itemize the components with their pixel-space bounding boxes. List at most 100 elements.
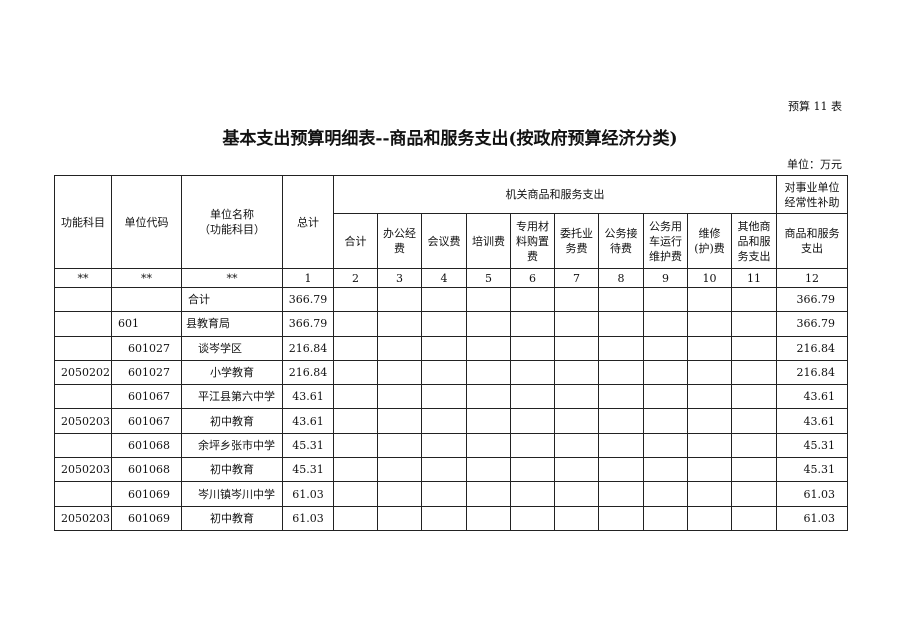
cell-empty xyxy=(421,359,467,386)
cell-empty xyxy=(333,359,378,386)
cell-empty xyxy=(643,505,688,531)
table-row: 601027 谈岑学区 216.84 216.84 xyxy=(54,335,848,361)
cell-empty xyxy=(643,335,688,361)
cell-code: 601027 xyxy=(111,359,182,386)
cell-code: 601067 xyxy=(111,384,182,410)
cell-empty xyxy=(421,286,467,313)
cell-name: 小学教育 xyxy=(181,359,283,386)
table-row: 2050203 601069 初中教育 61.03 61.03 xyxy=(54,505,848,531)
table-row: 2050202 601027 小学教育 216.84 216.84 xyxy=(54,359,848,386)
cell-c12: 43.61 xyxy=(776,408,848,434)
cell-empty xyxy=(377,311,422,337)
cell-func: 2050203 xyxy=(54,457,112,483)
cell-empty xyxy=(466,481,511,507)
cell-empty xyxy=(333,286,378,313)
cell-total: 43.61 xyxy=(282,408,334,434)
cell-empty xyxy=(731,457,777,483)
cell-empty xyxy=(377,359,422,386)
column-index: 12 xyxy=(776,268,848,288)
cell-empty xyxy=(598,335,644,361)
cell-empty xyxy=(731,384,777,410)
cell-code: 601069 xyxy=(111,481,182,507)
cell-total: 61.03 xyxy=(282,505,334,531)
cell-empty xyxy=(687,505,732,531)
cell-code: 601069 xyxy=(111,505,182,531)
header-group-org: 机关商品和服务支出 xyxy=(333,175,777,214)
cell-empty xyxy=(643,384,688,410)
cell-empty xyxy=(598,311,644,337)
cell-empty xyxy=(421,457,467,483)
column-index: 8 xyxy=(598,268,644,288)
cell-empty xyxy=(377,432,422,459)
cell-empty xyxy=(510,408,555,434)
cell-empty xyxy=(510,359,555,386)
cell-empty xyxy=(731,311,777,337)
cell-empty xyxy=(554,384,599,410)
header-sub: 培训费 xyxy=(466,213,511,269)
column-index: 3 xyxy=(377,268,422,288)
cell-empty xyxy=(510,335,555,361)
cell-empty xyxy=(731,335,777,361)
cell-empty xyxy=(643,481,688,507)
cell-name: 岑川镇岑川中学 xyxy=(181,481,283,507)
cell-empty xyxy=(731,505,777,531)
cell-total: 43.61 xyxy=(282,384,334,410)
cell-empty xyxy=(510,384,555,410)
header-sub: 办公经费 xyxy=(377,213,422,269)
cell-empty xyxy=(598,457,644,483)
header-sub: 会议费 xyxy=(421,213,467,269)
cell-func: 2050202 xyxy=(54,359,112,386)
cell-empty xyxy=(377,408,422,434)
cell-c12: 45.31 xyxy=(776,457,848,483)
cell-empty xyxy=(554,481,599,507)
cell-empty xyxy=(333,311,378,337)
cell-empty xyxy=(731,286,777,313)
cell-empty xyxy=(731,432,777,459)
cell-func xyxy=(54,335,112,361)
cell-empty xyxy=(421,505,467,531)
cell-empty xyxy=(598,384,644,410)
table-row: 合计 366.79 366.79 xyxy=(54,286,848,313)
cell-empty xyxy=(333,335,378,361)
cell-total: 45.31 xyxy=(282,457,334,483)
cell-empty xyxy=(510,457,555,483)
cell-c12: 45.31 xyxy=(776,432,848,459)
cell-name: 谈岑学区 xyxy=(181,335,283,361)
cell-empty xyxy=(643,457,688,483)
cell-empty xyxy=(333,384,378,410)
cell-empty xyxy=(466,432,511,459)
table-row: 601067 平江县第六中学 43.61 43.61 xyxy=(54,384,848,410)
cell-empty xyxy=(377,335,422,361)
cell-empty xyxy=(554,359,599,386)
cell-code: 601027 xyxy=(111,335,182,361)
cell-c12: 61.03 xyxy=(776,481,848,507)
cell-empty xyxy=(598,359,644,386)
cell-empty xyxy=(510,286,555,313)
cell-total: 216.84 xyxy=(282,335,334,361)
cell-empty xyxy=(598,481,644,507)
cell-empty xyxy=(466,384,511,410)
unit-label: 单位：万元 xyxy=(787,158,842,171)
cell-empty xyxy=(333,481,378,507)
column-index: 7 xyxy=(554,268,599,288)
cell-empty xyxy=(333,432,378,459)
cell-total: 61.03 xyxy=(282,481,334,507)
cell-name: 初中教育 xyxy=(181,408,283,434)
column-index: 10 xyxy=(687,268,732,288)
cell-empty xyxy=(598,505,644,531)
cell-empty xyxy=(687,286,732,313)
cell-c12: 216.84 xyxy=(776,335,848,361)
cell-empty xyxy=(510,505,555,531)
cell-empty xyxy=(510,432,555,459)
cell-empty xyxy=(598,408,644,434)
column-index: ** xyxy=(181,268,283,288)
column-index: 9 xyxy=(643,268,688,288)
cell-empty xyxy=(687,432,732,459)
cell-empty xyxy=(554,286,599,313)
cell-empty xyxy=(687,481,732,507)
table-row: 2050203 601067 初中教育 43.61 43.61 xyxy=(54,408,848,434)
cell-empty xyxy=(421,384,467,410)
cell-empty xyxy=(466,335,511,361)
header-sub: 公务用车运行维护费 xyxy=(643,213,688,269)
cell-name: 合计 xyxy=(181,286,283,313)
